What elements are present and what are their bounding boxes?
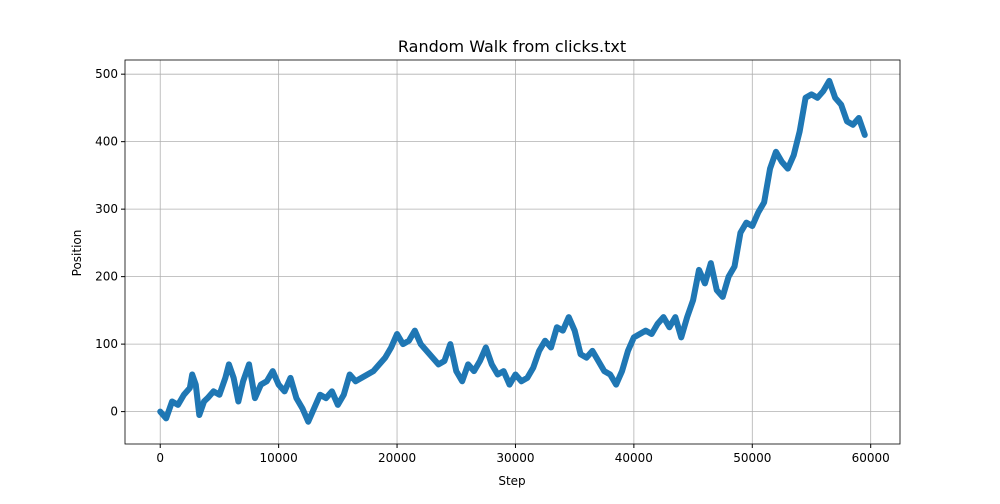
chart-title: Random Walk from clicks.txt [398,37,626,56]
line-series [157,77,868,425]
y-tick-label: 500 [95,67,118,81]
x-tick-label: 40000 [615,451,653,465]
y-tick-label: 200 [95,270,118,284]
x-tick-label: 60000 [852,451,890,465]
y-tick-label: 400 [95,135,118,149]
y-axis-label: Position [70,230,84,277]
plot-frame [124,59,901,445]
x-axis-label: Step [498,474,525,488]
x-tick-label: 30000 [496,451,534,465]
y-tick-label: 300 [95,202,118,216]
y-tick-label: 0 [110,405,118,419]
x-tick-label: 20000 [378,451,416,465]
x-tick-label: 0 [156,451,164,465]
x-tick-label: 50000 [733,451,771,465]
y-tick-label: 100 [95,337,118,351]
x-tick-label: 10000 [260,451,298,465]
